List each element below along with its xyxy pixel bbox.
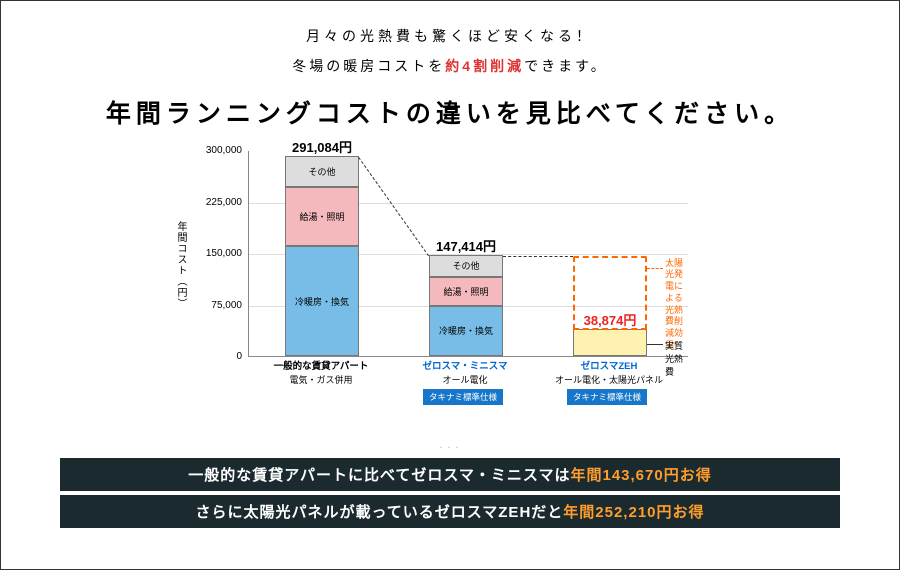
divider-dots: ・・・ [31,443,869,452]
bar-b2: その他給湯・照明冷暖房・換気 [429,255,503,356]
tagline-2-post: できます。 [524,58,608,74]
bar-segment [573,329,647,356]
tagline-1: 月々の光熱費も驚くほど安くなる！ [31,26,869,46]
bar-b1: その他給湯・照明冷暖房・換気 [285,156,359,356]
x-category-label: 一般的な賃貸アパート電気・ガス併用 [261,361,381,386]
summary-bar-1-highlight: 年間143,670円お得 [570,467,711,484]
summary-bar-2-pre: さらに太陽光パネルが載っているゼロスマZEHだと [195,504,563,521]
y-tick: 0 [196,351,242,362]
bar-b3 [573,329,647,356]
annual-cost-chart: 年間コスト（円） 300,000 225,000 150,000 75,000 0 その… [140,145,760,435]
spec-badge: タキナミ標準仕様 [567,389,647,405]
tagline-2-highlight: 約4割削減 [445,58,524,74]
tagline-2-pre: 冬場の暖房コストを [292,58,445,74]
bar-segment: 給湯・照明 [285,187,359,246]
summary-bar-2-highlight: 年間252,210円お得 [563,504,704,521]
page-title: 年間ランニングコストの違いを見比べてください。 [31,94,869,130]
tagline-2: 冬場の暖房コストを約4割削減できます。 [31,56,869,76]
bar-segment: その他 [285,156,359,187]
plot-area: その他給湯・照明冷暖房・換気291,084円その他給湯・照明冷暖房・換気147,… [248,151,688,357]
x-category-label: ゼロスマZEHオール電化・太陽光パネル [549,361,669,386]
bar-segment: 冷暖房・換気 [285,246,359,356]
bar-segment: 給湯・照明 [429,277,503,306]
bar-total-label: 291,084円 [272,137,372,156]
solar-savings-box [573,256,647,331]
x-category-label: ゼロスマ・ミニスマオール電化 [405,361,525,386]
summary-bar-1: 一般的な賃貸アパートに比べてゼロスマ・ミニスマは年間143,670円お得 [60,458,840,491]
solar-annotation: 太陽光発電による光熱費削減効果* [665,258,688,352]
annotation-leader-line [647,268,663,269]
y-axis-label: 年間コスト（円） [174,221,186,309]
summary-bars: 一般的な賃貸アパートに比べてゼロスマ・ミニスマは年間143,670円お得 さらに… [60,458,840,528]
summary-bar-1-pre: 一般的な賃貸アパートに比べてゼロスマ・ミニスマは [188,467,570,484]
bar-total-label: 147,414円 [416,236,516,255]
summary-bar-2: さらに太陽光パネルが載っているゼロスマZEHだと年間252,210円お得 [60,495,840,528]
y-tick: 150,000 [196,248,242,259]
spec-badge: タキナミ標準仕様 [423,389,503,405]
y-tick: 75,000 [196,300,242,311]
bar-segment: 冷暖房・換気 [429,306,503,356]
bar-segment: その他 [429,255,503,277]
y-tick: 225,000 [196,197,242,208]
y-tick: 300,000 [196,145,242,156]
